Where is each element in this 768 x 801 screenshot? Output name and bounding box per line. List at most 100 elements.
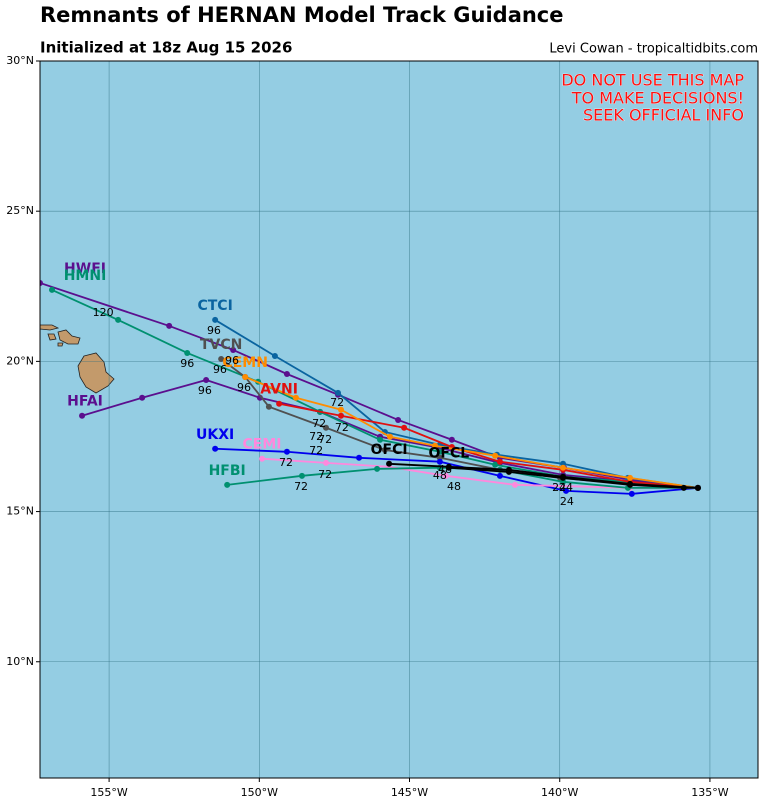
track-line [389, 462, 698, 489]
title: Remnants of HERNAN Model Track Guidance [40, 3, 564, 27]
track-point [283, 370, 290, 377]
track-point [338, 406, 345, 413]
track-point [492, 452, 499, 459]
warning: SEEK OFFICIAL INFO [583, 106, 744, 125]
warning: DO NOT USE THIS MAP [561, 71, 744, 90]
track-point [40, 279, 43, 286]
forecast-hour: 72 [279, 456, 293, 469]
track-label: TVCN [200, 337, 242, 353]
forecast-hour: 72 [330, 396, 344, 409]
forecast-hour: 96 [180, 357, 194, 370]
track-point [560, 464, 567, 471]
forecast-hour: 48 [438, 463, 452, 476]
track-label: CEMN [222, 355, 268, 371]
track-label: HWFI [64, 261, 106, 277]
track-point [212, 316, 219, 323]
track-point [184, 349, 191, 356]
track-point [356, 454, 363, 461]
track-point [505, 466, 512, 473]
plot-frame [39, 60, 759, 779]
track-point [265, 403, 272, 410]
subtitle: Initialized at 18z Aug 15 2026 [40, 39, 292, 57]
track-point [139, 394, 146, 401]
track-point [401, 424, 408, 431]
track-label: HMNI [64, 268, 107, 284]
track-point [322, 424, 329, 431]
forecast-hour: 96 [213, 363, 227, 376]
track-point [381, 446, 388, 453]
track-label: UKXI [196, 427, 234, 443]
track-point [242, 373, 249, 380]
track-point [386, 433, 393, 440]
track-label: CTCI [197, 298, 232, 314]
x-tick-label: 155°W [90, 786, 127, 799]
track-label: HFBI [209, 463, 246, 479]
track-point [511, 481, 518, 488]
track-point [166, 322, 173, 329]
y-tick-label: 25°N [6, 204, 34, 217]
track-point [49, 286, 56, 293]
forecast-hour: 72 [309, 444, 323, 457]
track-point [436, 448, 443, 455]
forecast-hour: 96 [207, 324, 221, 337]
forecast-hour: 96 [198, 384, 212, 397]
y-tick-label: 15°N [6, 505, 34, 518]
track-label: HFAI [67, 394, 103, 410]
y-tick-label: 20°N [6, 354, 34, 367]
x-tick-label: 150°W [241, 786, 278, 799]
forecast-hour: 24 [560, 495, 574, 508]
track-point [338, 412, 345, 419]
track-point [492, 461, 499, 468]
track-point [292, 394, 299, 401]
forecast-hour: 72 [294, 480, 308, 493]
land [39, 324, 115, 394]
track-point [442, 472, 449, 479]
track-point [298, 472, 305, 479]
track-point [230, 346, 237, 353]
forecast-hour: 120 [93, 306, 114, 319]
x-tick-label: 140°W [541, 786, 578, 799]
track-point [203, 377, 210, 384]
track-point [395, 416, 402, 423]
forecast-hour: 72 [312, 417, 326, 430]
track-label: OFCL [429, 446, 470, 462]
warning: TO MAKE DECISIONS! [571, 89, 744, 108]
track-point [436, 458, 443, 465]
forecast-hour: 48 [433, 469, 447, 482]
forecast-hour: 24 [559, 481, 573, 494]
y-tick-label: 10°N [6, 655, 34, 668]
track-point [271, 352, 278, 359]
forecast-hour: 96 [237, 381, 251, 394]
track-point [212, 445, 219, 452]
track-point [448, 436, 455, 443]
track-line [278, 402, 698, 489]
track-point [628, 490, 635, 497]
track-point [445, 463, 452, 470]
track-point [218, 355, 225, 362]
track-point [322, 459, 329, 466]
forecast-hour: 72 [318, 468, 332, 481]
track-point [115, 316, 122, 323]
forecast-hour: 72 [309, 430, 323, 443]
track-point [377, 436, 384, 443]
track-point [560, 473, 567, 480]
track-point [79, 412, 86, 419]
track-point [276, 400, 283, 407]
track-point [694, 484, 701, 491]
track-point [432, 442, 439, 449]
track-point [283, 448, 290, 455]
forecast-hour: 48 [447, 480, 461, 493]
y-tick-label: 30°N [6, 54, 34, 67]
track-point [224, 481, 231, 488]
track-point [335, 389, 342, 396]
track-label: CEMI [243, 437, 282, 453]
forecast-hour: 24 [552, 481, 566, 494]
track-point [496, 472, 503, 479]
track-point [259, 455, 266, 462]
track-point [627, 480, 634, 487]
track-point [496, 458, 503, 465]
credit: Levi Cowan - tropicaltidbits.com [549, 42, 758, 57]
track-point [563, 487, 570, 494]
track-label: OFCI [371, 442, 408, 458]
